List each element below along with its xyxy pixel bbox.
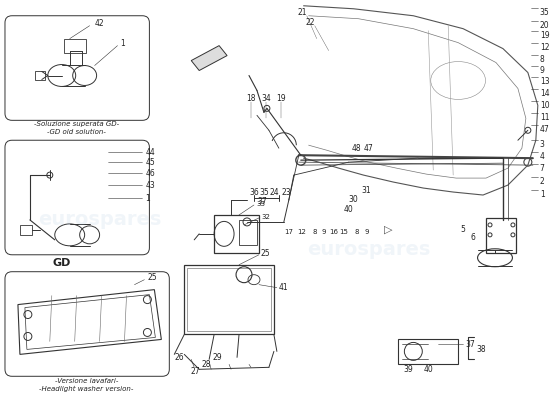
- Text: 9: 9: [321, 229, 326, 235]
- Text: 3: 3: [540, 140, 544, 149]
- Text: 47: 47: [540, 125, 549, 134]
- Text: 27: 27: [190, 367, 200, 376]
- Text: 46: 46: [145, 169, 155, 178]
- Text: 37: 37: [465, 340, 475, 349]
- Text: 25: 25: [261, 249, 271, 258]
- Text: 19: 19: [540, 31, 549, 40]
- Text: 25: 25: [147, 273, 157, 282]
- Bar: [184, 265, 274, 334]
- Text: 41: 41: [279, 283, 289, 292]
- Text: 14: 14: [540, 90, 549, 98]
- Text: 16: 16: [329, 229, 338, 235]
- Text: 18: 18: [246, 94, 256, 103]
- Bar: [398, 340, 458, 364]
- Bar: [214, 215, 259, 253]
- Text: -Soluzione superata GD-: -Soluzione superata GD-: [34, 121, 119, 127]
- Text: 1: 1: [120, 39, 125, 48]
- Text: 1: 1: [540, 190, 544, 199]
- Text: 8: 8: [312, 229, 317, 235]
- Text: 12: 12: [540, 43, 549, 52]
- Text: 35: 35: [259, 188, 269, 196]
- Text: 35: 35: [540, 8, 549, 17]
- Text: 7: 7: [540, 164, 544, 173]
- Polygon shape: [191, 46, 227, 70]
- Text: 28: 28: [201, 360, 211, 369]
- Text: 38: 38: [476, 345, 486, 354]
- Text: 21: 21: [297, 8, 306, 17]
- Text: 2: 2: [540, 177, 544, 186]
- Text: 8: 8: [354, 229, 359, 235]
- Text: 29: 29: [212, 353, 222, 362]
- Text: 19: 19: [276, 94, 285, 103]
- Text: 24: 24: [269, 188, 279, 196]
- Text: -Versione lavafari-: -Versione lavafari-: [55, 378, 118, 384]
- Text: 5: 5: [461, 225, 465, 234]
- Bar: [239, 220, 257, 245]
- Text: ▷: ▷: [384, 225, 393, 235]
- Text: 45: 45: [145, 158, 155, 167]
- Text: 39: 39: [404, 365, 413, 374]
- Text: 31: 31: [362, 186, 371, 194]
- Text: 10: 10: [540, 101, 549, 110]
- Text: GD: GD: [53, 258, 71, 268]
- Text: 40: 40: [424, 365, 433, 374]
- Text: 36: 36: [249, 188, 259, 196]
- Bar: [20, 225, 32, 235]
- Text: 30: 30: [349, 196, 359, 204]
- Text: 13: 13: [540, 78, 549, 86]
- Text: 37: 37: [257, 198, 267, 206]
- Text: 48: 48: [352, 144, 361, 153]
- Text: 22: 22: [306, 18, 316, 27]
- Text: 26: 26: [174, 353, 184, 362]
- Text: 11: 11: [540, 113, 549, 122]
- Text: 44: 44: [145, 148, 155, 157]
- Text: eurospares: eurospares: [38, 210, 161, 230]
- Text: 47: 47: [364, 144, 373, 153]
- Text: 20: 20: [540, 21, 549, 30]
- Bar: [35, 70, 45, 80]
- Text: -GD old solution-: -GD old solution-: [47, 129, 106, 135]
- Text: 34: 34: [261, 94, 271, 103]
- Text: 6: 6: [471, 233, 476, 242]
- Text: 32: 32: [261, 214, 270, 220]
- Text: 9: 9: [364, 229, 368, 235]
- Text: 4: 4: [540, 152, 544, 161]
- Bar: [64, 39, 86, 52]
- Bar: [486, 218, 516, 253]
- Text: 33: 33: [256, 201, 265, 207]
- Text: eurospares: eurospares: [307, 240, 430, 259]
- Text: 12: 12: [298, 229, 306, 235]
- Text: 8: 8: [540, 54, 544, 64]
- Text: 17: 17: [284, 229, 293, 235]
- Text: 40: 40: [344, 206, 354, 214]
- Text: 23: 23: [281, 188, 290, 196]
- Text: 1: 1: [145, 194, 150, 202]
- Text: 9: 9: [540, 66, 544, 74]
- Text: 43: 43: [145, 180, 155, 190]
- Bar: [187, 268, 271, 332]
- Text: -Headlight washer version-: -Headlight washer version-: [40, 386, 134, 392]
- Text: 15: 15: [339, 229, 348, 235]
- Text: 42: 42: [95, 19, 104, 28]
